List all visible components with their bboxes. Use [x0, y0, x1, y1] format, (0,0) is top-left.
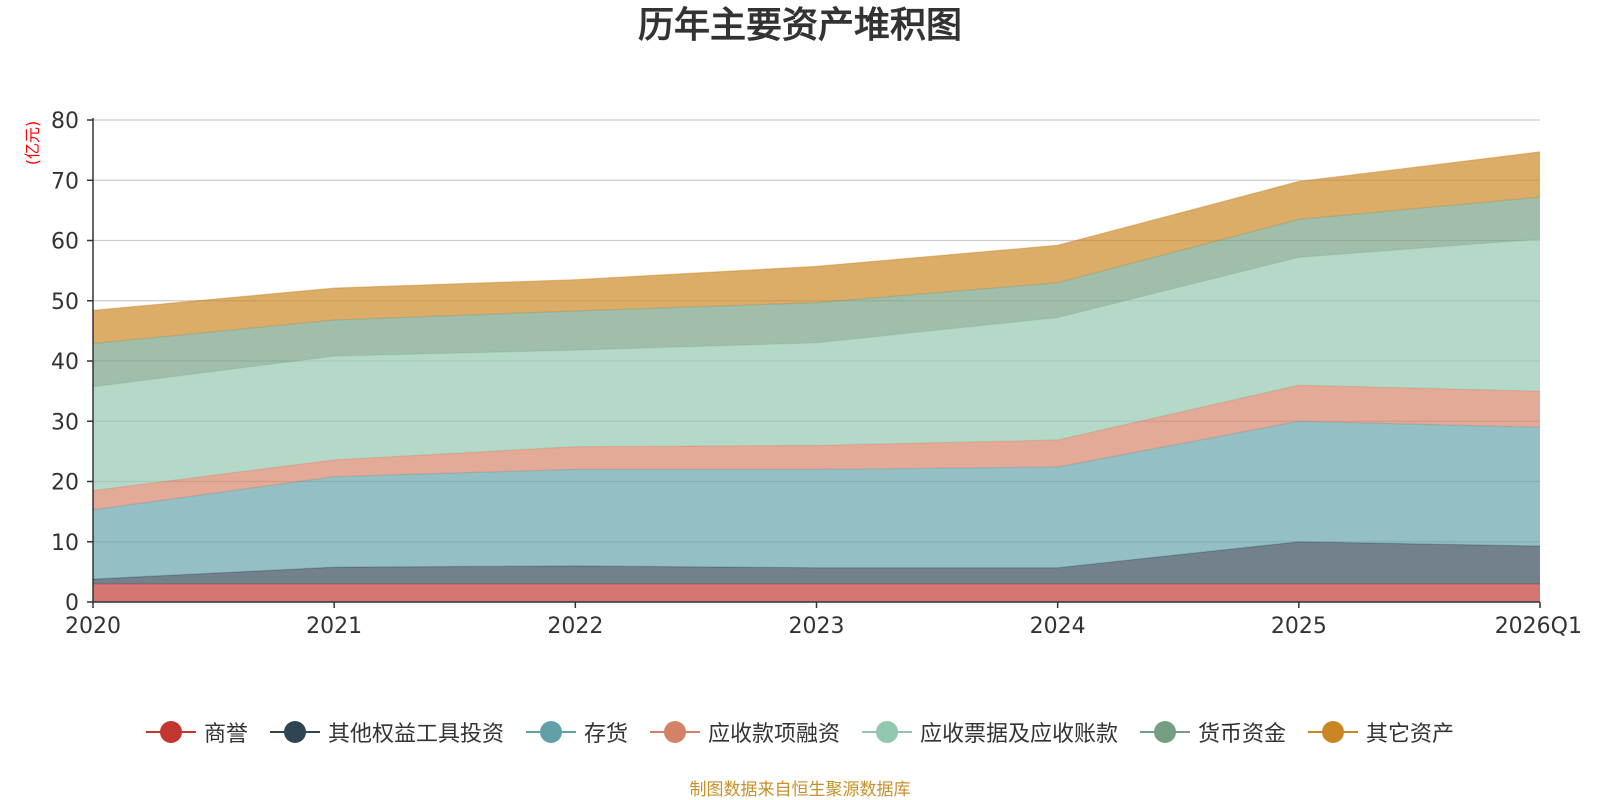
x-tick-label: 2020 [65, 614, 121, 639]
area-series-5[interactable] [93, 197, 1540, 387]
area-series-4[interactable] [93, 239, 1540, 491]
source-note: 制图数据来自恒生聚源数据库 [689, 780, 911, 800]
area-series-1[interactable] [93, 541, 1540, 584]
legend-item-0[interactable]: 商誉 [145, 716, 248, 748]
legend-label: 应收票据及应收账款 [920, 722, 1119, 747]
x-tick-label: 2026Q1 [1495, 614, 1582, 639]
legend: 商誉 其他权益工具投资 存货 应收款项融资 应收票据及应收账款 货币资金 其它资产 [0, 712, 1600, 752]
legend-marker-icon [145, 720, 196, 744]
legend-label: 应收款项融资 [707, 722, 840, 747]
y-tick-label: 0 [65, 591, 79, 616]
legend-item-6[interactable]: 其它资产 [1308, 716, 1454, 748]
y-tick-label: 20 [51, 471, 79, 496]
area-series-2[interactable] [93, 421, 1540, 580]
x-tick-label: 2022 [547, 614, 603, 639]
y-tick-label: 80 [51, 109, 79, 134]
y-tick-label: 70 [51, 169, 79, 194]
legend-marker-icon [269, 720, 320, 744]
axes: 0 10 20 30 40 50 60 70 80 2020 2021 2022 2023 2024 202… [51, 109, 1582, 639]
x-tick-label: 2025 [1271, 614, 1327, 639]
y-tick-label: 40 [51, 350, 79, 375]
y-tick-label: 10 [51, 531, 79, 556]
legend-label: 货币资金 [1198, 722, 1287, 747]
legend-marker-icon [862, 720, 912, 744]
legend-item-3[interactable]: 应收款项融资 [649, 716, 840, 748]
y-tick-label: 30 [51, 410, 79, 435]
legend-marker-icon [525, 720, 576, 744]
chart-title: 历年主要资产堆积图 [637, 5, 962, 46]
area-series-0[interactable] [93, 583, 1540, 602]
y-axis-unit-label: (亿元) [23, 121, 42, 166]
area-series-6[interactable] [93, 151, 1540, 344]
legend-item-2[interactable]: 存货 [525, 716, 628, 748]
y-tick-label: 50 [51, 290, 79, 315]
area-series-3[interactable] [93, 385, 1540, 510]
legend-marker-icon [649, 720, 700, 744]
legend-item-5[interactable]: 货币资金 [1140, 716, 1286, 748]
x-tick-label: 2024 [1030, 614, 1086, 639]
x-tick-label: 2021 [306, 614, 362, 639]
area-series-layer [92, 151, 1541, 602]
legend-item-4[interactable]: 应收票据及应收账款 [862, 716, 1118, 748]
legend-marker-icon [1140, 720, 1191, 744]
legend-label: 存货 [583, 722, 628, 747]
legend-label: 商誉 [203, 722, 248, 747]
area-series-edge-6 [92, 151, 1541, 311]
legend-label: 其他权益工具投资 [327, 722, 504, 747]
legend-item-1[interactable]: 其他权益工具投资 [269, 716, 504, 748]
legend-marker-icon [1308, 720, 1359, 744]
y-tick-label: 60 [51, 230, 79, 255]
legend-label: 其它资产 [1366, 722, 1455, 747]
x-tick-label: 2023 [789, 614, 845, 639]
